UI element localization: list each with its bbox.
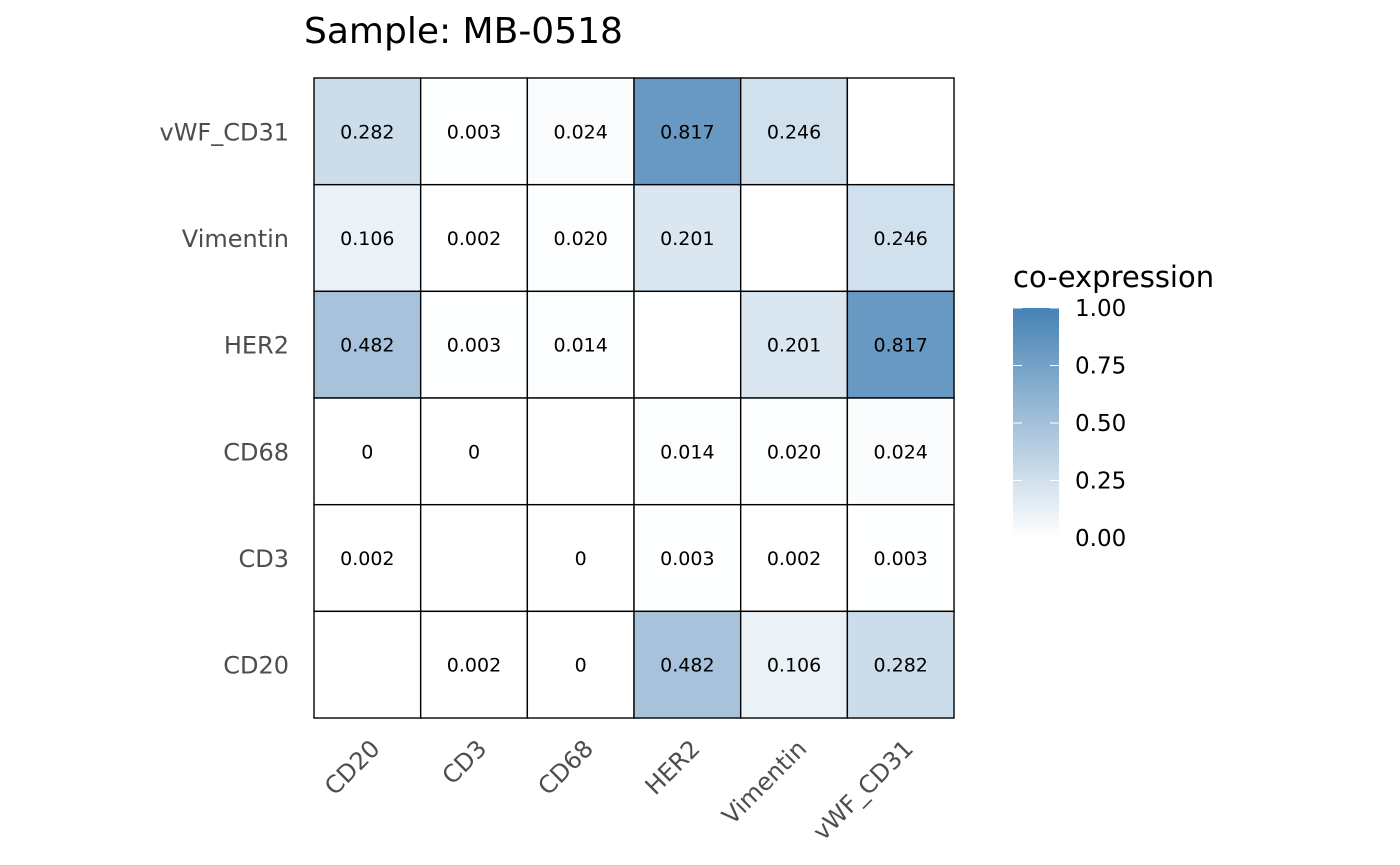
heatmap-cell: [633, 397, 742, 506]
color-legend: co-expression 1.00 0.75 0.50 0.25 0.00: [1013, 260, 1214, 552]
heatmap-cell: [739, 77, 849, 186]
heatmap-cell: [846, 610, 955, 719]
heatmap-cell: [526, 397, 635, 506]
x-tick-label: CD20: [319, 734, 385, 800]
legend-title: co-expression: [1013, 260, 1214, 294]
heatmap-cell: [313, 77, 422, 186]
cell-value-label: 0.246: [873, 228, 927, 250]
cell-value-label: 0.003: [660, 548, 714, 570]
cell-value-label: 0: [361, 441, 373, 463]
cell-value-label: 0.201: [767, 335, 821, 357]
heatmap-cell: [526, 610, 635, 719]
x-tick-label: CD3: [437, 734, 493, 790]
y-tick-label: CD20: [223, 652, 289, 680]
heatmap-cell: [739, 610, 849, 719]
heatmap-cell: [846, 397, 955, 506]
heatmap-cell: [313, 610, 422, 719]
cell-value-label: 0.282: [340, 121, 394, 143]
y-tick-label: HER2: [224, 332, 289, 360]
cell-value-label: 0.003: [447, 121, 501, 143]
cell-value-label: 0: [575, 655, 587, 677]
heatmap-cell: [633, 77, 742, 186]
cell-value-label: 0.003: [873, 548, 927, 570]
heatmap-cell: [846, 183, 955, 293]
heatmap-cells: 0.282 0.003 0.024 0.817 0.246 0.106 0.002 0.020…: [313, 77, 955, 719]
heatmap-cell: [633, 610, 742, 719]
cell-value-label: 0.106: [340, 228, 394, 250]
cell-value-label: 0: [468, 441, 480, 463]
cell-value-label: 0.482: [660, 655, 714, 677]
heatmap-cell: [526, 290, 635, 399]
cell-value-label: 0.201: [660, 228, 714, 250]
x-tick-label: HER2: [640, 734, 706, 800]
cell-value-label: 0.002: [447, 655, 501, 677]
cell-value-label: 0.003: [447, 335, 501, 357]
cell-value-label: 0.020: [553, 228, 607, 250]
cell-value-label: 0.020: [767, 441, 821, 463]
cell-value-label: 0.282: [873, 655, 927, 677]
y-tick-label: vWF_CD31: [159, 118, 289, 146]
legend-tick-label: 0.00: [1075, 526, 1126, 552]
heatmap-cell: [313, 503, 422, 613]
heatmap-cell: [846, 77, 955, 186]
cell-value-label: 0.002: [340, 548, 394, 570]
x-tick-label: vWF_CD31: [808, 734, 919, 845]
heatmap-cell: [526, 77, 635, 186]
cell-value-label: 0.106: [767, 655, 821, 677]
heatmap-cell: [526, 183, 635, 293]
chart-title: Sample: MB-0518: [304, 11, 623, 52]
heatmap-cell: [739, 290, 849, 399]
y-axis-tick-labels: vWF_CD31 Vimentin HER2 CD68 CD3 CD20: [159, 118, 289, 679]
cell-value-label: 0.014: [660, 441, 714, 463]
cell-value-label: 0.817: [660, 121, 714, 143]
heatmap-cell: [313, 183, 422, 293]
cell-value-label: 0.024: [873, 441, 927, 463]
x-tick-label: CD68: [533, 734, 599, 800]
cell-value-label: 0.246: [767, 121, 821, 143]
legend-ticks: 1.00 0.75 0.50 0.25 0.00: [1013, 296, 1126, 552]
y-tick-label: CD68: [223, 438, 289, 466]
legend-tick-label: 1.00: [1075, 296, 1126, 322]
heatmap-cell: [419, 397, 529, 506]
heatmap-cell: [846, 503, 955, 613]
cell-value-label: 0: [575, 548, 587, 570]
y-tick-label: CD3: [238, 545, 289, 573]
cell-value-label: 0.817: [873, 335, 927, 357]
x-tick-label: Vimentin: [717, 734, 813, 830]
legend-tick-label: 0.50: [1075, 411, 1126, 437]
heatmap-cell: [526, 503, 635, 613]
legend-tick-label: 0.25: [1075, 469, 1126, 495]
heatmap-cell: [739, 397, 849, 506]
cell-value-label: 0.014: [553, 335, 607, 357]
heatmap-cell: [739, 183, 849, 293]
y-tick-label: Vimentin: [182, 225, 289, 253]
cell-value-label: 0.024: [553, 121, 607, 143]
cell-value-label: 0.002: [767, 548, 821, 570]
heatmap-cell: [419, 503, 529, 613]
cell-value-label: 0.482: [340, 335, 394, 357]
heatmap-cell: [846, 290, 955, 399]
heatmap-cell: [633, 290, 742, 399]
heatmap-cell: [313, 397, 422, 506]
cell-value-label: 0.002: [447, 228, 501, 250]
heatmap-cell: [419, 77, 529, 186]
heatmap-cell: [419, 290, 529, 399]
heatmap-cell: [633, 503, 742, 613]
legend-tick-label: 0.75: [1075, 354, 1126, 380]
